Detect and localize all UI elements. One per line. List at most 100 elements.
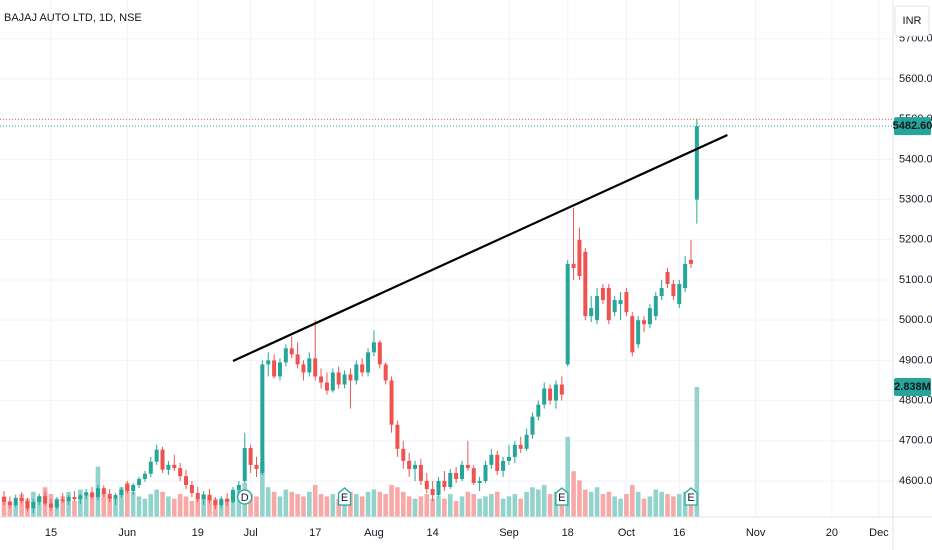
candle-body <box>595 296 600 321</box>
volume-bar <box>119 487 124 517</box>
x-tick-label: Sep <box>499 527 519 539</box>
candle-body <box>636 320 641 345</box>
candle-body <box>424 480 429 490</box>
candle-body <box>354 364 359 381</box>
volume-bar <box>107 496 112 517</box>
volume-bar <box>536 489 541 517</box>
candle-body <box>612 300 617 313</box>
candle-body <box>389 380 394 425</box>
candle-body <box>689 259 694 264</box>
last-price-label: 5482.60 <box>893 120 932 132</box>
volume-bar <box>512 494 518 517</box>
candle-body <box>37 496 42 502</box>
candle-body <box>289 348 294 355</box>
volume-bar <box>166 496 171 517</box>
candle-body <box>653 296 658 317</box>
candle-body <box>201 494 206 500</box>
volume-bar <box>442 498 447 517</box>
volume-bar <box>277 496 283 517</box>
x-tick-label: 20 <box>826 527 838 539</box>
volume-bar <box>1 496 7 517</box>
candles <box>1 119 699 514</box>
y-tick-label: 5400.00 <box>899 153 932 165</box>
candle-body <box>336 372 341 385</box>
volume-bar <box>312 484 318 517</box>
volume-bar <box>318 494 324 517</box>
candle-body <box>606 288 611 321</box>
event-label: D <box>241 492 249 504</box>
candle-body <box>506 456 511 461</box>
candle-body <box>448 472 453 488</box>
candle-body <box>166 464 171 470</box>
candle-body <box>137 478 142 486</box>
volume-bar <box>171 498 177 517</box>
candle-body <box>184 476 189 486</box>
x-tick-label: 17 <box>309 527 321 539</box>
candle-body <box>148 461 153 474</box>
candle-body <box>225 498 230 502</box>
volume-bar <box>647 496 653 517</box>
candle-body <box>665 271 670 285</box>
currency[interactable]: INR <box>903 15 922 27</box>
volume-bar <box>618 498 623 517</box>
volume-bar <box>83 494 89 517</box>
candle-body <box>266 360 271 365</box>
volume-bar <box>154 489 159 517</box>
y-tick-label: 5100.00 <box>899 274 932 286</box>
volume-bar <box>571 471 576 517</box>
volume-bar <box>365 491 371 517</box>
volume-bar <box>342 496 347 517</box>
candle-body <box>78 495 83 500</box>
volume-bar <box>195 498 201 517</box>
candle-body <box>565 263 570 365</box>
currency-box[interactable] <box>894 5 930 37</box>
volume-bar <box>671 496 676 517</box>
volume-bar <box>389 484 394 517</box>
volume-bar <box>606 491 612 517</box>
volume-bar <box>688 498 694 517</box>
candle-body <box>301 364 306 373</box>
volume-bar <box>406 496 412 517</box>
candle-body <box>518 444 523 449</box>
volume-bar <box>377 491 383 517</box>
candle-body <box>195 493 200 500</box>
volume-bar <box>436 496 441 517</box>
x-tick-label: 19 <box>192 527 204 539</box>
candle-body <box>313 358 318 377</box>
candle-body <box>324 382 329 391</box>
candle-body <box>559 384 564 395</box>
volume-bar <box>230 491 236 517</box>
volume-bar <box>330 494 336 517</box>
volume-bar <box>189 500 195 517</box>
volume-bar <box>183 496 189 517</box>
volume-bar <box>354 494 359 517</box>
candle-body <box>125 484 130 492</box>
volume-bar <box>500 498 506 517</box>
volume-bar <box>506 496 512 517</box>
candle-body <box>407 460 412 469</box>
volume-bar <box>483 496 488 517</box>
volume-bar <box>13 503 19 517</box>
y-tick-label: 5300.00 <box>899 193 932 205</box>
candle-body <box>430 489 435 496</box>
candle-body <box>371 342 376 353</box>
candle-body <box>178 468 183 477</box>
last-volume-label: 2.838M <box>894 381 931 393</box>
candle-body <box>154 449 159 462</box>
volume-bar <box>577 480 582 517</box>
candle-body <box>694 126 699 200</box>
volume-bar <box>477 498 482 517</box>
candle-body <box>360 364 365 373</box>
candle-body <box>553 384 558 401</box>
candle-body <box>260 364 265 473</box>
candle-body <box>160 449 165 470</box>
candle-body <box>189 485 194 494</box>
volume-bar <box>641 498 647 517</box>
candle-body <box>465 464 470 469</box>
volume-bar <box>583 489 588 517</box>
volume-bar <box>635 491 641 517</box>
candle-body <box>142 473 147 479</box>
volume-bar <box>289 491 295 517</box>
volume-bar <box>659 491 664 517</box>
